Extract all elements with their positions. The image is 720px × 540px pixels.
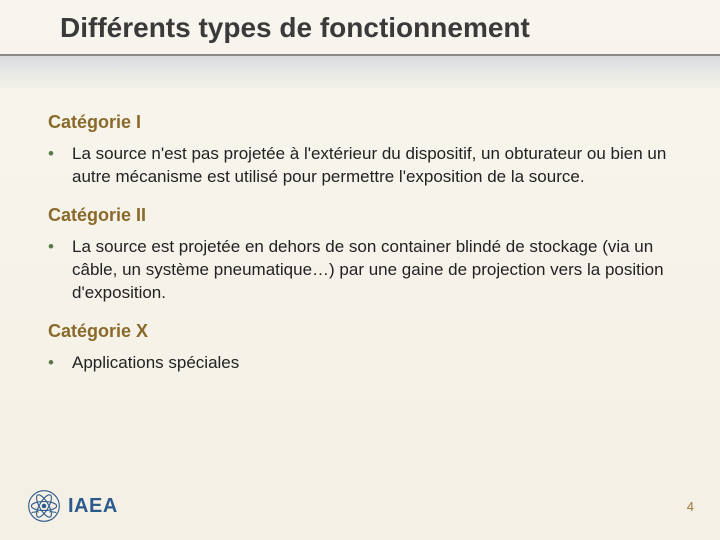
header-gradient-band — [0, 56, 720, 88]
category-heading: Catégorie I — [48, 112, 672, 133]
bullet-text: La source est projetée en dehors de son … — [72, 236, 672, 305]
page-number: 4 — [687, 499, 694, 514]
atom-icon — [26, 488, 62, 524]
slide-content: Catégorie I • La source n'est pas projet… — [0, 88, 720, 375]
category-heading: Catégorie X — [48, 321, 672, 342]
bullet-marker: • — [48, 236, 72, 259]
logo-text: IAEA — [68, 495, 118, 518]
bullet-item: • La source n'est pas projetée à l'extér… — [48, 143, 672, 189]
iaea-logo: IAEA — [26, 488, 118, 524]
bullet-text: Applications spéciales — [72, 352, 239, 375]
slide-title: Différents types de fonctionnement — [60, 12, 700, 44]
bullet-marker: • — [48, 352, 72, 375]
category-heading: Catégorie II — [48, 205, 672, 226]
bullet-item: • Applications spéciales — [48, 352, 672, 375]
bullet-text: La source n'est pas projetée à l'extérie… — [72, 143, 672, 189]
slide-footer: IAEA 4 — [26, 488, 694, 524]
slide-header: Différents types de fonctionnement — [0, 0, 720, 50]
bullet-marker: • — [48, 143, 72, 166]
bullet-item: • La source est projetée en dehors de so… — [48, 236, 672, 305]
